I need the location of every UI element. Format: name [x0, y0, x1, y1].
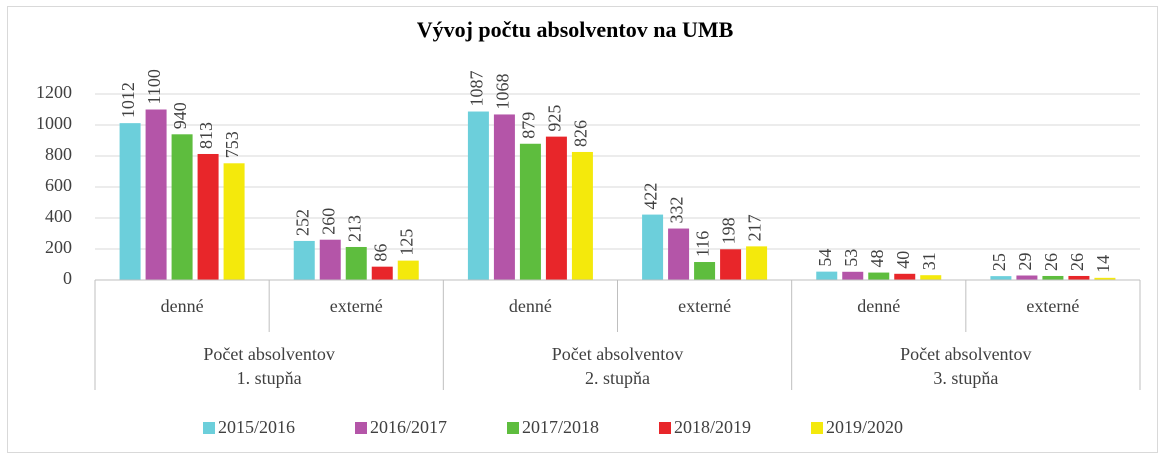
- legend-label: 2018/2019: [674, 417, 751, 437]
- bar: [319, 239, 341, 280]
- data-label: 1087: [467, 71, 487, 107]
- data-label: 940: [170, 102, 190, 129]
- legend-label: 2015/2016: [218, 417, 295, 437]
- data-label: 826: [571, 120, 591, 147]
- group-label: Počet absolventov: [203, 344, 334, 364]
- chart-title: Vývoj počtu absolventov na UMB: [417, 17, 734, 42]
- bar: [467, 111, 489, 280]
- bar: [1042, 275, 1064, 280]
- bar: [746, 246, 768, 280]
- group-label: Počet absolventov: [900, 344, 1031, 364]
- data-label: 48: [867, 250, 887, 268]
- data-label: 29: [1015, 253, 1035, 271]
- bar: [642, 214, 664, 280]
- data-label: 198: [719, 217, 739, 244]
- data-label: 86: [370, 244, 390, 262]
- bar: [545, 136, 567, 280]
- bar: [1068, 275, 1090, 280]
- group-label: 3. stupňa: [933, 368, 998, 388]
- data-label: 54: [815, 249, 835, 267]
- group-label: Počet absolventov: [552, 344, 683, 364]
- bar: [842, 271, 864, 280]
- y-tick-label: 600: [45, 175, 72, 195]
- data-label: 217: [745, 214, 765, 241]
- bar: [293, 240, 315, 280]
- bar: [171, 134, 193, 280]
- legend-swatch: [203, 422, 215, 434]
- x-tick-label: externé: [330, 296, 383, 316]
- bar: [720, 249, 742, 280]
- data-label: 1100: [144, 69, 164, 104]
- data-label: 26: [1041, 253, 1061, 271]
- bar: [119, 123, 141, 280]
- data-label: 879: [519, 112, 539, 139]
- data-label: 125: [396, 229, 416, 256]
- data-label: 53: [841, 249, 861, 267]
- bar: [493, 114, 515, 281]
- y-tick-label: 1200: [36, 82, 72, 102]
- bar: [1016, 275, 1038, 280]
- bar: [668, 228, 690, 280]
- data-label: 26: [1067, 253, 1087, 271]
- legend-label: 2019/2020: [826, 417, 903, 437]
- legend-swatch: [507, 422, 519, 434]
- data-label: 213: [344, 215, 364, 242]
- data-label: 14: [1093, 255, 1113, 273]
- x-tick-label: externé: [678, 296, 731, 316]
- bar: [990, 276, 1012, 280]
- data-label: 260: [318, 208, 338, 235]
- data-label: 116: [693, 231, 713, 257]
- x-tick-label: denné: [161, 296, 204, 316]
- bar: [397, 260, 419, 280]
- bar: [816, 271, 838, 280]
- data-label: 925: [545, 105, 565, 132]
- group-label: 2. stupňa: [585, 368, 650, 388]
- legend-label: 2017/2018: [522, 417, 599, 437]
- y-tick-label: 0: [63, 268, 72, 288]
- x-tick-label: externé: [1026, 296, 1079, 316]
- x-tick-label: denné: [509, 296, 552, 316]
- y-tick-label: 400: [45, 206, 72, 226]
- bar: [371, 266, 393, 280]
- bar: [145, 109, 167, 280]
- data-label: 31: [919, 252, 939, 270]
- bar: [519, 143, 541, 280]
- legend-swatch: [355, 422, 367, 434]
- data-label: 1012: [118, 82, 138, 118]
- legend-swatch: [811, 422, 823, 434]
- bar: [197, 153, 219, 280]
- legend-swatch: [659, 422, 671, 434]
- data-label: 252: [292, 209, 312, 236]
- data-label: 813: [196, 122, 216, 149]
- y-tick-label: 200: [45, 237, 72, 257]
- bar: [223, 163, 245, 280]
- data-label: 753: [222, 131, 242, 158]
- bar: [920, 275, 942, 280]
- data-label: 422: [641, 183, 661, 210]
- data-label: 40: [893, 251, 913, 269]
- legend-label: 2016/2017: [370, 417, 447, 437]
- y-tick-label: 800: [45, 144, 72, 164]
- data-label: 1068: [493, 73, 513, 109]
- bar: [345, 246, 367, 280]
- bar: [868, 272, 890, 280]
- data-label: 332: [667, 197, 687, 224]
- data-label: 25: [989, 253, 1009, 271]
- y-tick-label: 1000: [36, 113, 72, 133]
- bar: [1094, 277, 1116, 280]
- x-tick-label: denné: [857, 296, 900, 316]
- bar: [694, 262, 716, 280]
- group-label: 1. stupňa: [237, 368, 302, 388]
- bar: [571, 151, 593, 280]
- bar: [894, 273, 916, 280]
